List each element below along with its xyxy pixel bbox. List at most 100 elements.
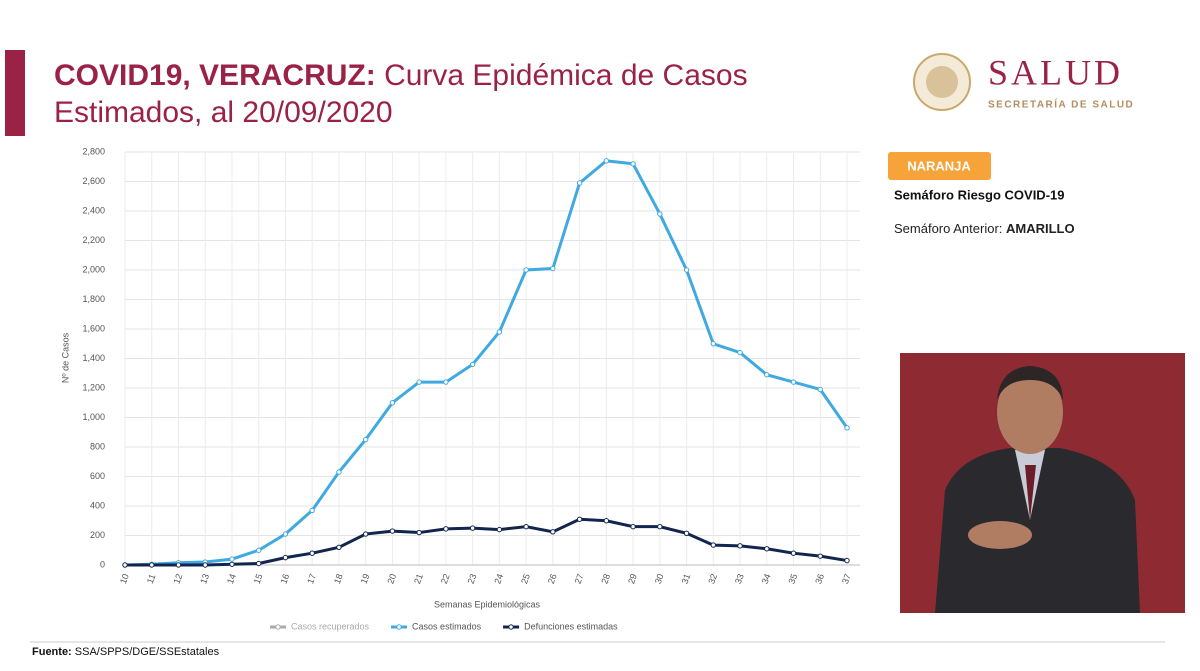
footer-text: SSA/SPPS/DGE/SSEstatales bbox=[75, 646, 220, 658]
x-tick-label: 35 bbox=[787, 572, 800, 585]
title-bar bbox=[5, 50, 25, 136]
point bbox=[175, 562, 182, 568]
y-axis-label: Nº de Casos bbox=[60, 332, 70, 383]
x-tick-label: 31 bbox=[680, 572, 693, 585]
title-line-2: Estimados, al 20/09/2020 bbox=[54, 96, 393, 129]
point bbox=[683, 530, 690, 536]
point bbox=[443, 379, 449, 385]
x-tick-label: 20 bbox=[385, 572, 398, 585]
point bbox=[790, 550, 797, 556]
person-hair bbox=[997, 366, 1063, 400]
series-line bbox=[125, 517, 848, 567]
title-text: Curva Epidémica de Casos bbox=[384, 59, 748, 92]
x-axis-label: Semanas Epidemiológicas bbox=[434, 599, 541, 609]
logo-emblem-inner bbox=[926, 66, 958, 98]
point bbox=[389, 400, 396, 406]
point bbox=[737, 349, 743, 356]
legend-label: Defunciones estimadas bbox=[524, 621, 618, 631]
point bbox=[362, 531, 369, 537]
x-tick-label: 15 bbox=[252, 572, 265, 585]
y-tick-label: 1,800 bbox=[82, 294, 105, 304]
x-tick-label: 17 bbox=[305, 572, 318, 585]
x-tick-label: 21 bbox=[412, 572, 425, 585]
x-tick-label: 13 bbox=[198, 572, 211, 585]
title-bold: COVID19, VERACRUZ: bbox=[54, 59, 376, 92]
point bbox=[790, 379, 797, 385]
person-head bbox=[997, 370, 1063, 454]
x-tick-label: 18 bbox=[332, 572, 345, 585]
legend-marker bbox=[508, 624, 514, 630]
person-hands bbox=[968, 521, 1032, 549]
point bbox=[149, 562, 155, 568]
video-feed bbox=[900, 353, 1185, 613]
point bbox=[416, 379, 422, 385]
plot: 0 200 400 600 800 1,000 1,200 1,400 1,600 1,800 2,… bbox=[82, 146, 860, 631]
semaforo-previous: Semáforo Anterior: AMARILLO bbox=[894, 221, 1075, 236]
x-tick-label: 14 bbox=[225, 572, 238, 585]
point bbox=[764, 372, 770, 378]
title-line-1: COVID19, VERACRUZ: Curva Epidémica de Ca… bbox=[54, 59, 748, 92]
point bbox=[256, 560, 262, 567]
x-tick-label: 36 bbox=[813, 572, 826, 585]
point bbox=[603, 518, 610, 524]
x-tick-label: 29 bbox=[626, 572, 639, 585]
x-tick-label: 10 bbox=[118, 572, 131, 585]
point bbox=[416, 529, 422, 536]
x-tick-label: 34 bbox=[760, 572, 773, 585]
y-tick-label: 600 bbox=[90, 471, 105, 481]
point bbox=[122, 562, 128, 568]
point bbox=[523, 523, 529, 530]
logo-subtitle: SECRETARÍA DE SALUD bbox=[988, 98, 1134, 111]
x-tick-label: 33 bbox=[733, 572, 746, 585]
person-tie bbox=[1025, 465, 1036, 520]
y-tick-label: 2,400 bbox=[82, 205, 105, 215]
y-tick-label: 1,200 bbox=[82, 382, 105, 392]
point bbox=[550, 529, 556, 535]
y-tick-label: 400 bbox=[90, 500, 105, 510]
y-tick-label: 2,600 bbox=[82, 176, 105, 186]
point bbox=[282, 554, 289, 561]
point bbox=[336, 469, 342, 475]
x-tick-label: 11 bbox=[145, 573, 158, 585]
point bbox=[523, 267, 529, 273]
point bbox=[496, 329, 503, 335]
y-tick-label: 800 bbox=[90, 441, 105, 451]
point bbox=[817, 386, 823, 393]
y-tick-label: 2,200 bbox=[82, 235, 105, 245]
point bbox=[683, 267, 690, 273]
x-tick-label: 26 bbox=[546, 572, 559, 585]
y-tick-label: 1,400 bbox=[82, 353, 105, 363]
person-body bbox=[935, 448, 1140, 613]
y-tick-label: 0 bbox=[100, 559, 105, 569]
x-tick-label: 23 bbox=[466, 572, 479, 585]
series-line bbox=[124, 159, 849, 567]
legend-marker bbox=[275, 624, 281, 630]
x-tick-label: 27 bbox=[573, 572, 586, 585]
point bbox=[229, 556, 235, 562]
point bbox=[469, 361, 476, 368]
x-tick-label: 37 bbox=[840, 572, 853, 585]
y-tick-label: 1,600 bbox=[82, 323, 105, 333]
point bbox=[737, 543, 743, 549]
y-tick-label: 2,800 bbox=[82, 146, 105, 156]
point bbox=[844, 557, 850, 564]
semaforo-badge-text: NARANJA bbox=[907, 158, 971, 173]
y-tick-label: 200 bbox=[90, 530, 105, 540]
point bbox=[336, 544, 342, 550]
point bbox=[710, 341, 716, 347]
legend-label: Casos recuperados bbox=[291, 621, 370, 631]
point bbox=[844, 425, 850, 431]
y-tick-label: 2,000 bbox=[82, 264, 105, 274]
point bbox=[603, 158, 610, 164]
footer: Fuente: SSA/SPPS/DGE/SSEstatales bbox=[32, 646, 220, 658]
point bbox=[469, 525, 476, 531]
semaforo-badge bbox=[888, 152, 991, 180]
point bbox=[282, 531, 289, 537]
x-tick-label: 22 bbox=[439, 572, 452, 585]
point bbox=[630, 523, 636, 530]
point bbox=[202, 562, 208, 568]
point bbox=[309, 507, 315, 514]
x-tick-label: 25 bbox=[519, 572, 532, 585]
point bbox=[362, 436, 369, 443]
